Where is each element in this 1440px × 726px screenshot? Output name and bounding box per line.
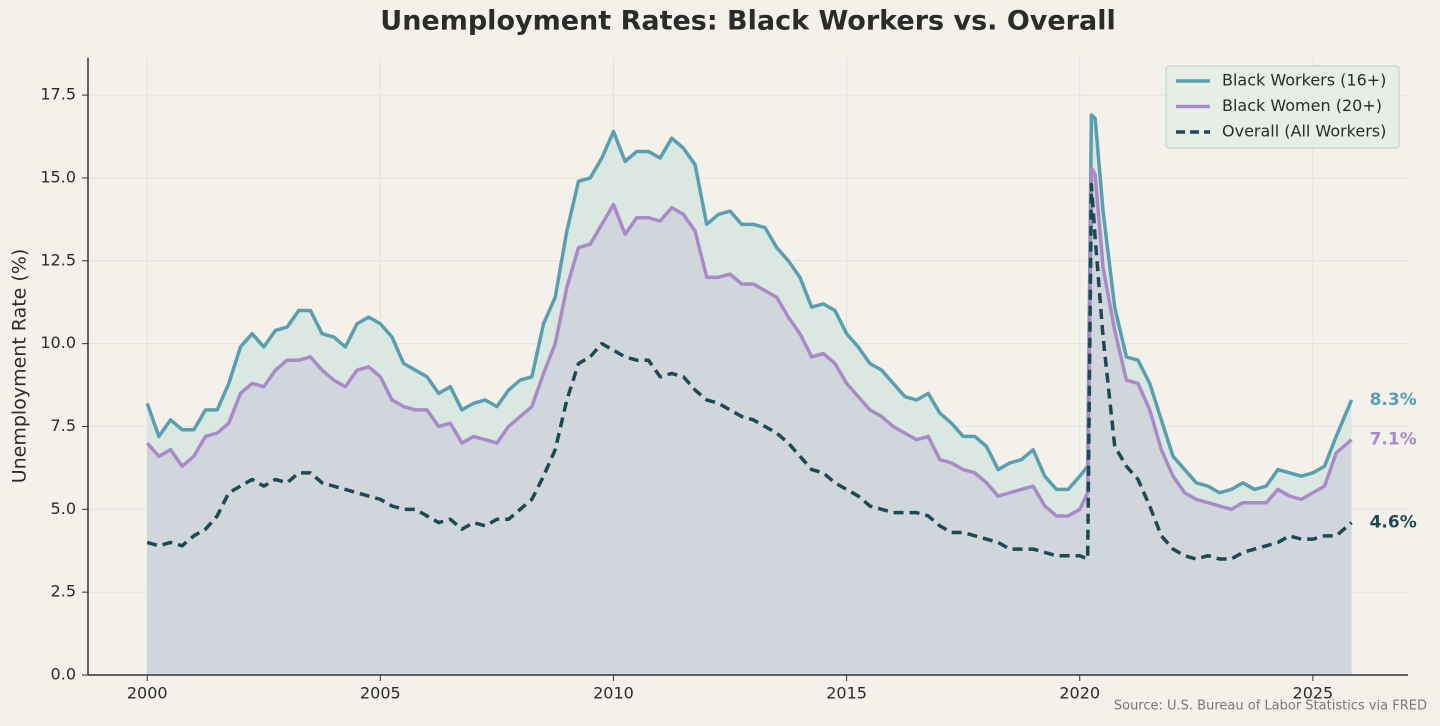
legend-label: Black Workers (16+): [1222, 71, 1386, 90]
end-label: 8.3%: [1370, 390, 1417, 410]
chart-title: Unemployment Rates: Black Workers vs. Ov…: [380, 6, 1115, 37]
legend-box: [1165, 65, 1400, 149]
series-line: [145, 113, 1354, 495]
legend-label: Black Women (20+): [1222, 96, 1382, 115]
x-tick-label: 2025: [1293, 684, 1334, 703]
y-tick-label: 2.5: [51, 582, 76, 601]
y-tick-label: 17.5: [40, 85, 76, 104]
y-tick-label: 15.0: [40, 167, 76, 186]
x-tick-label: 2010: [593, 684, 634, 703]
source-note: Source: U.S. Bureau of Labor Statistics …: [1114, 699, 1427, 714]
y-axis-label: Unemployment Rate (%): [9, 249, 31, 484]
y-tick-label: 10.0: [40, 333, 76, 352]
x-tick-label: 2020: [1059, 684, 1100, 703]
x-tick-label: 2005: [360, 684, 401, 703]
y-tick-label: 5.0: [51, 499, 76, 518]
y-tick-label: 7.5: [51, 416, 76, 435]
y-tick-label: 0.0: [51, 665, 76, 684]
y-tick-label: 12.5: [40, 250, 76, 269]
x-tick-label: 2015: [826, 684, 867, 703]
series-line: [145, 166, 1353, 518]
end-label: 4.6%: [1370, 513, 1417, 533]
end-label: 7.1%: [1370, 430, 1417, 450]
legend: Black Workers (16+) Black Women (20+) Over…: [1165, 65, 1400, 149]
series-line: [146, 182, 1353, 561]
legend-label: Overall (All Workers): [1222, 122, 1386, 141]
series-area: [147, 168, 1352, 676]
x-tick-label: 2000: [127, 684, 168, 703]
